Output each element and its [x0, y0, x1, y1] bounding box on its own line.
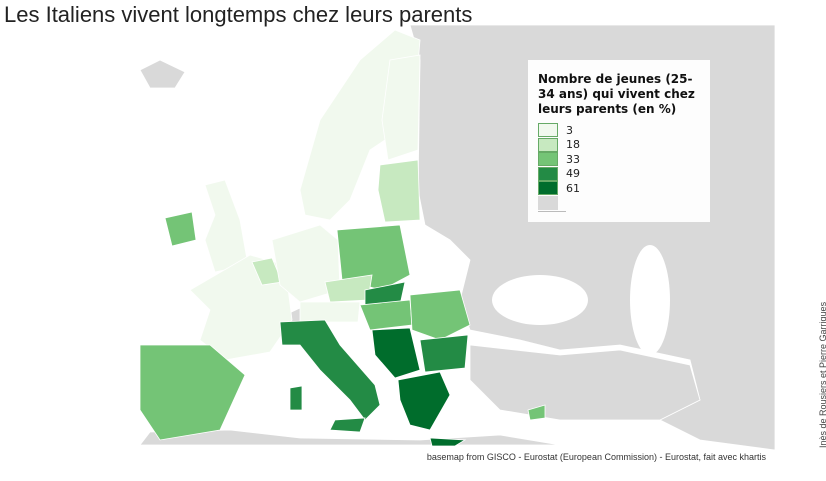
legend-swatch	[538, 137, 558, 152]
title: Les Italiens vivent longtemps chez leurs…	[4, 2, 473, 27]
legend-swatch	[538, 166, 558, 181]
legend-title: Nombre de jeunes (25-34 ans) qui vivent …	[538, 72, 695, 116]
credit: Inès de Rousiers et Pierre Garrigues	[818, 301, 826, 448]
legend-item: 3	[538, 123, 700, 138]
legend: Nombre de jeunes (25-34 ans) qui vivent …	[528, 60, 710, 222]
legend-rule	[538, 211, 566, 212]
legend-swatch	[538, 123, 558, 138]
legend-swatch	[538, 152, 558, 167]
legend-item	[538, 195, 700, 211]
legend-swatch	[538, 181, 558, 196]
legend-item: 49	[538, 166, 700, 182]
legend-label: 18	[566, 138, 580, 152]
legend-label: 3	[566, 123, 573, 137]
legend-item: 61	[538, 181, 700, 196]
legend-items: 3 18 33 49 61	[538, 123, 700, 210]
legend-item: 33	[538, 152, 700, 167]
source: basemap from GISCO - Eurostat (European …	[426, 452, 766, 462]
legend-swatch-no-data	[538, 195, 558, 210]
sea	[492, 245, 670, 355]
legend-label: 49	[566, 167, 580, 181]
legend-label: 61	[566, 181, 580, 195]
legend-item: 18	[538, 137, 700, 153]
legend-label: 33	[566, 152, 580, 166]
countries	[139, 29, 546, 447]
